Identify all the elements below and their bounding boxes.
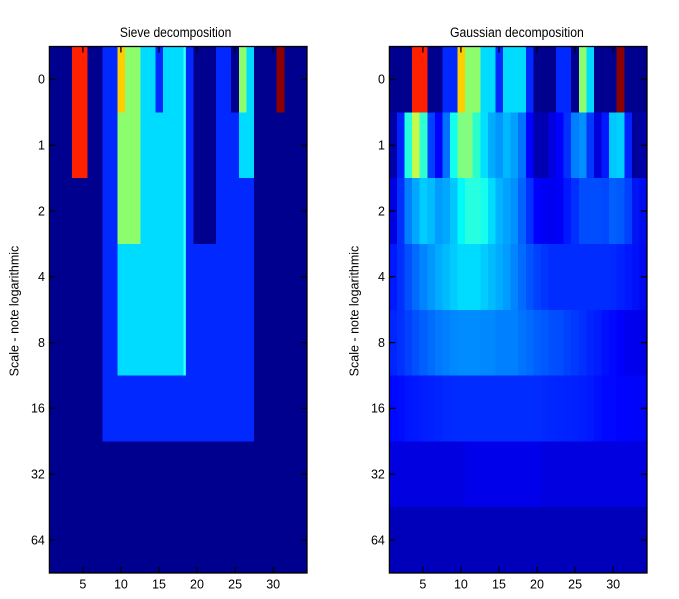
svg-text:64: 64 xyxy=(371,533,385,547)
svg-text:0: 0 xyxy=(38,73,45,87)
svg-text:30: 30 xyxy=(266,578,280,592)
svg-text:4: 4 xyxy=(378,270,385,284)
svg-text:8: 8 xyxy=(378,336,385,350)
svg-text:32: 32 xyxy=(371,468,385,482)
svg-text:4: 4 xyxy=(38,270,45,284)
svg-text:0: 0 xyxy=(378,73,385,87)
svg-text:5: 5 xyxy=(79,578,86,592)
svg-text:30: 30 xyxy=(606,578,620,592)
svg-text:64: 64 xyxy=(31,533,45,547)
svg-text:2: 2 xyxy=(378,204,385,218)
svg-text:2: 2 xyxy=(38,204,45,218)
svg-text:20: 20 xyxy=(190,578,204,592)
svg-text:10: 10 xyxy=(114,578,128,592)
svg-text:16: 16 xyxy=(371,402,385,416)
svg-text:32: 32 xyxy=(31,468,45,482)
svg-text:Scale - note logarithmic: Scale - note logarithmic xyxy=(8,246,22,377)
svg-text:25: 25 xyxy=(568,578,582,592)
svg-text:16: 16 xyxy=(31,402,45,416)
svg-text:Sieve decomposition: Sieve decomposition xyxy=(120,25,231,40)
svg-text:15: 15 xyxy=(152,578,166,592)
svg-text:25: 25 xyxy=(228,578,242,592)
svg-text:Gaussian decomposition: Gaussian decomposition xyxy=(450,25,584,40)
svg-text:20: 20 xyxy=(530,578,544,592)
svg-text:15: 15 xyxy=(492,578,506,592)
svg-text:5: 5 xyxy=(419,578,426,592)
svg-text:10: 10 xyxy=(454,578,468,592)
svg-text:1: 1 xyxy=(38,139,45,153)
svg-text:8: 8 xyxy=(38,336,45,350)
svg-text:Scale - note logarithmic: Scale - note logarithmic xyxy=(348,246,362,377)
svg-text:1: 1 xyxy=(378,139,385,153)
